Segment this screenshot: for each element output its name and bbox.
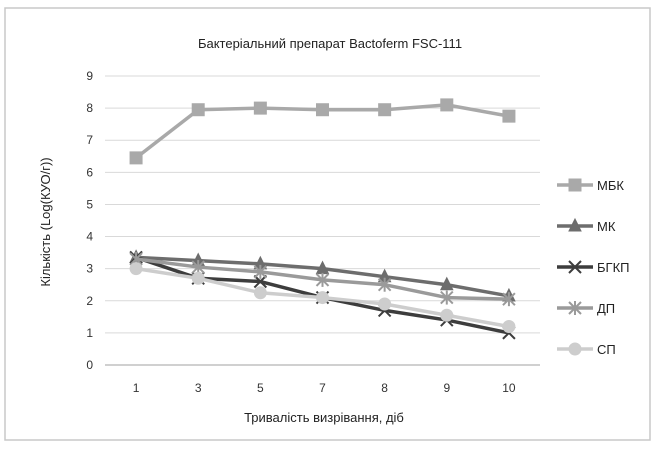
- legend-label: МБК: [597, 178, 624, 193]
- x-tick-label: 8: [381, 381, 388, 395]
- x-tick-label: 10: [502, 381, 516, 395]
- legend-item: ДП: [557, 301, 615, 316]
- x-tick-label: 5: [257, 381, 264, 395]
- series-3: [129, 252, 516, 307]
- legend-label: БГКП: [597, 260, 630, 275]
- x-tick-label: 3: [195, 381, 202, 395]
- data-point: [502, 109, 516, 123]
- data-point: [129, 262, 143, 276]
- data-point: [253, 286, 267, 300]
- data-point: [316, 291, 329, 305]
- legend-marker: [568, 260, 582, 274]
- x-axis-label: Тривалість визрівання, діб: [244, 410, 404, 425]
- marker-stroke: [253, 274, 268, 289]
- data-point: [191, 260, 205, 275]
- data-point: [253, 264, 268, 279]
- legend-marker: [568, 217, 582, 232]
- legend-label: СП: [597, 342, 616, 357]
- data-point: [439, 276, 454, 291]
- legend-label: ДП: [597, 301, 615, 316]
- gridlines: [105, 75, 540, 334]
- data-point: [440, 290, 454, 305]
- data-point: [502, 319, 516, 333]
- y-tick-label: 3: [86, 262, 93, 276]
- legend-item: МК: [557, 217, 616, 234]
- y-tick-label: 6: [86, 165, 93, 179]
- legend-item: СП: [557, 342, 616, 357]
- data-point: [316, 103, 329, 117]
- legend-marker: [568, 342, 582, 356]
- legend-marker: [568, 301, 582, 315]
- data-point: [191, 271, 205, 285]
- data-point: [191, 103, 205, 117]
- chart-title: Бактеріальний препарат Bactoferm FSC-111: [198, 36, 462, 51]
- legend-marker: [568, 178, 582, 192]
- data-point: [315, 272, 330, 287]
- x-tick-label: 1: [133, 381, 140, 395]
- y-tick-label: 4: [86, 230, 93, 244]
- y-tick-label: 7: [86, 133, 93, 147]
- data-point: [440, 308, 454, 322]
- legend-item: МБК: [557, 178, 624, 193]
- legend-item: БГКП: [557, 260, 630, 275]
- x-tick-label: 9: [443, 381, 450, 395]
- y-tick-label: 1: [86, 326, 93, 340]
- y-tick-label: 8: [86, 101, 93, 115]
- marker-stroke: [568, 260, 582, 274]
- legend: МБК МК БГКП ДП СП: [557, 178, 630, 357]
- x-tick-label: 7: [319, 381, 326, 395]
- data-point: [378, 297, 392, 311]
- data-point: [378, 103, 392, 117]
- data-point: [253, 101, 267, 115]
- y-tick-label: 0: [86, 358, 93, 372]
- y-tick-label: 5: [86, 197, 93, 211]
- data-point: [253, 274, 268, 289]
- series-0: [129, 98, 516, 165]
- data-point: [129, 151, 143, 165]
- chart-frame: [4, 7, 651, 441]
- y-tick-label: 2: [86, 294, 93, 308]
- legend-label: МК: [597, 219, 616, 234]
- data-point: [502, 292, 516, 307]
- axes: 0 1 2 3 4 5 6 7 8 9 1 3 5 7 8 9 10: [86, 69, 540, 395]
- series-4: [129, 262, 516, 333]
- y-tick-label: 9: [86, 69, 93, 83]
- y-axis-label: Кількість (Log(КУО/г)): [38, 157, 53, 286]
- data-point: [440, 98, 454, 112]
- series-group: [129, 98, 516, 340]
- data-point: [377, 277, 392, 292]
